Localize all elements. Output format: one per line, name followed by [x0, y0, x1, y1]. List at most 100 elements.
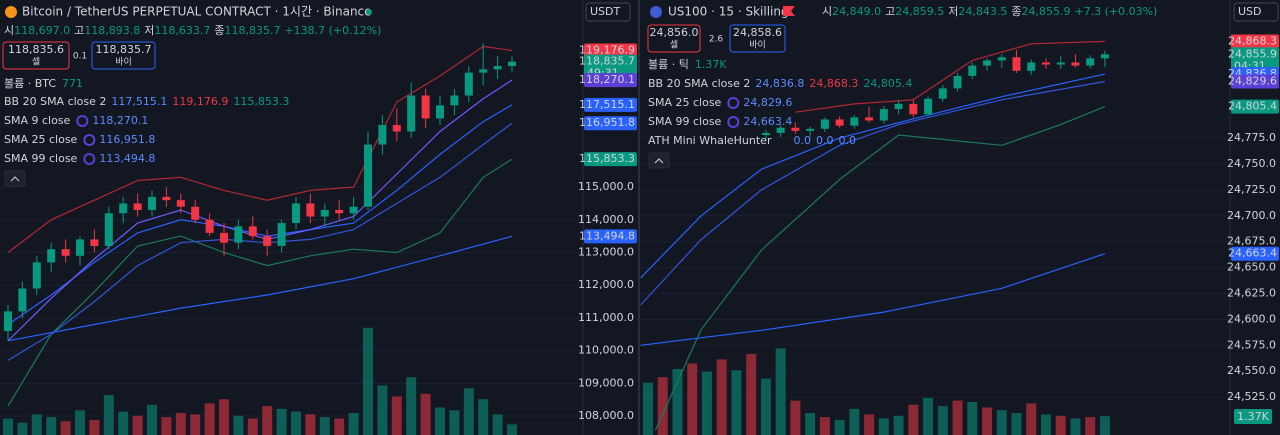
indicator-legend[interactable]: SMA 25 close 116,951.8: [4, 133, 155, 146]
status-dot: [366, 9, 372, 15]
volume-bar: [996, 410, 1007, 435]
volume-bar: [834, 419, 845, 435]
candle-body: [364, 144, 372, 207]
volume-bar: [937, 406, 948, 435]
indicator-value: 0.0: [838, 134, 856, 147]
candle-body: [234, 226, 243, 243]
grid: [0, 137, 1230, 417]
ohlc-value: 118,697.0: [14, 24, 70, 37]
indicator-name: SMA 9 close: [4, 114, 71, 127]
y-tick-label: 24,700.0: [1227, 209, 1276, 222]
ohlc-value: 24,849.0: [832, 5, 881, 18]
sell-price[interactable]: 24,856.0: [650, 26, 699, 39]
volume-bar: [790, 400, 801, 435]
legend: USDT Bitcoin / TetherUS PERPETUAL CONTRAC…: [2, 2, 1279, 187]
indicator-legend[interactable]: BB 20 SMA close 2 24,836.8 24,868.3 24,805.…: [648, 77, 912, 90]
volume-bar: [363, 327, 373, 435]
volume-bar: [406, 377, 417, 435]
buy-label[interactable]: 바이: [749, 40, 766, 51]
candle-body: [61, 249, 70, 256]
sell-button[interactable]: [647, 24, 701, 53]
buy-button[interactable]: [729, 24, 786, 53]
volume-bar: [190, 414, 201, 435]
ohlc-label: 종: [214, 24, 224, 37]
candle-body: [349, 206, 358, 214]
indicator-lines: [7, 40, 1106, 431]
volume-bar: [17, 422, 28, 435]
currency-button[interactable]: [1233, 2, 1279, 22]
spread: 2.6: [709, 35, 724, 45]
candle-body: [306, 203, 315, 217]
volume-bar: [348, 413, 359, 435]
volume-bar: [204, 403, 215, 435]
candle-body: [791, 127, 800, 131]
price-tag: [584, 116, 637, 131]
indicator-legend[interactable]: ATH Mini WhaleHunter 0.0 0.0 0.0: [648, 134, 856, 147]
collapse-button[interactable]: [648, 152, 670, 169]
y-tick-label: 24,650.0: [1227, 261, 1276, 274]
indicator-value: 24,868.3: [809, 77, 858, 90]
volume-bar: [701, 371, 712, 435]
currency-button[interactable]: [585, 2, 631, 22]
indicator-value: 116,951.8: [99, 133, 155, 146]
buy-price[interactable]: 24,858.6: [733, 26, 782, 39]
candle-body: [320, 209, 329, 217]
sell-label[interactable]: 셀: [32, 57, 40, 68]
volume-legend: 볼륨 · BTC 771: [4, 77, 83, 90]
symbol-title[interactable]: US100 · 15 · Skilling: [668, 5, 789, 19]
candle-body: [277, 223, 286, 246]
currency-label[interactable]: USD: [1238, 5, 1262, 18]
volume-bar: [175, 413, 186, 435]
candle-body: [90, 239, 99, 246]
candle-body: [76, 239, 84, 256]
candle-body: [32, 262, 41, 289]
visibility-icon: [83, 134, 96, 146]
candle-body: [1041, 62, 1050, 65]
price-tag: [1231, 74, 1279, 89]
sell-label[interactable]: 셀: [670, 40, 678, 51]
indicator-legend[interactable]: BB 20 SMA close 2 117,515.1 119,176.9 115,8…: [4, 95, 289, 108]
sell-price[interactable]: 118,835.6: [8, 43, 64, 56]
volume-bar: [276, 408, 287, 435]
candle-body: [1056, 62, 1065, 65]
ohlc-change: +7.3 (+0.03%): [1074, 5, 1157, 18]
y-tick-label: 112,000.0: [578, 278, 634, 291]
candle-body: [162, 196, 171, 201]
y-tick-label: 24,600.0: [1227, 312, 1276, 325]
volume-bar: [893, 415, 904, 435]
candle-body: [865, 117, 874, 121]
indicator-legend[interactable]: SMA 99 close 113,494.8: [4, 152, 155, 165]
ohlc-label: 저: [948, 5, 958, 18]
symbol-title[interactable]: Bitcoin / TetherUS PERPETUAL CONTRACT · …: [22, 5, 372, 19]
y-tick-label: 24,775.0: [1227, 131, 1276, 144]
indicator-name: BB 20 SMA close 2: [648, 77, 750, 90]
price-tag-label: 24,868.3: [1228, 34, 1277, 47]
sell-button[interactable]: [2, 41, 70, 70]
price-tag-label: 24,805.4: [1228, 100, 1277, 113]
indicator-legend[interactable]: SMA 99 close 24,663.4: [648, 115, 792, 128]
buy-button[interactable]: [91, 41, 156, 70]
volume-bar: [1026, 403, 1037, 435]
buy-label[interactable]: 바이: [115, 57, 132, 68]
price-tag-label: 116,951.8: [579, 116, 635, 129]
currency-label[interactable]: USDT: [590, 5, 621, 18]
indicator-legend[interactable]: SMA 9 close 118,270.1: [4, 114, 148, 127]
ohlc-row: 시118,697.0 고118,893.8 저118,633.7 종118,835.7…: [4, 24, 381, 37]
volume-bar: [147, 404, 157, 435]
candle-body: [1012, 57, 1021, 71]
volume-legend-value: 771: [62, 77, 83, 90]
volume-bar: [60, 421, 71, 435]
candle-body: [47, 249, 56, 263]
ohlc-label: 종: [1011, 5, 1021, 18]
collapse-button[interactable]: [4, 170, 26, 187]
volume-bar: [449, 410, 460, 435]
volume-legend-value: 1.37K: [695, 58, 727, 71]
indicator-legend[interactable]: SMA 25 close 24,829.6: [648, 96, 792, 109]
candle-body: [1071, 62, 1080, 66]
y-tick-label: 109,000.0: [578, 376, 634, 389]
ohlc-value: 118,633.7: [154, 24, 210, 37]
ohlc-label: 시: [822, 5, 832, 18]
candle-body: [104, 213, 113, 246]
volume-bar: [952, 400, 963, 435]
buy-price[interactable]: 118,835.7: [96, 43, 152, 56]
